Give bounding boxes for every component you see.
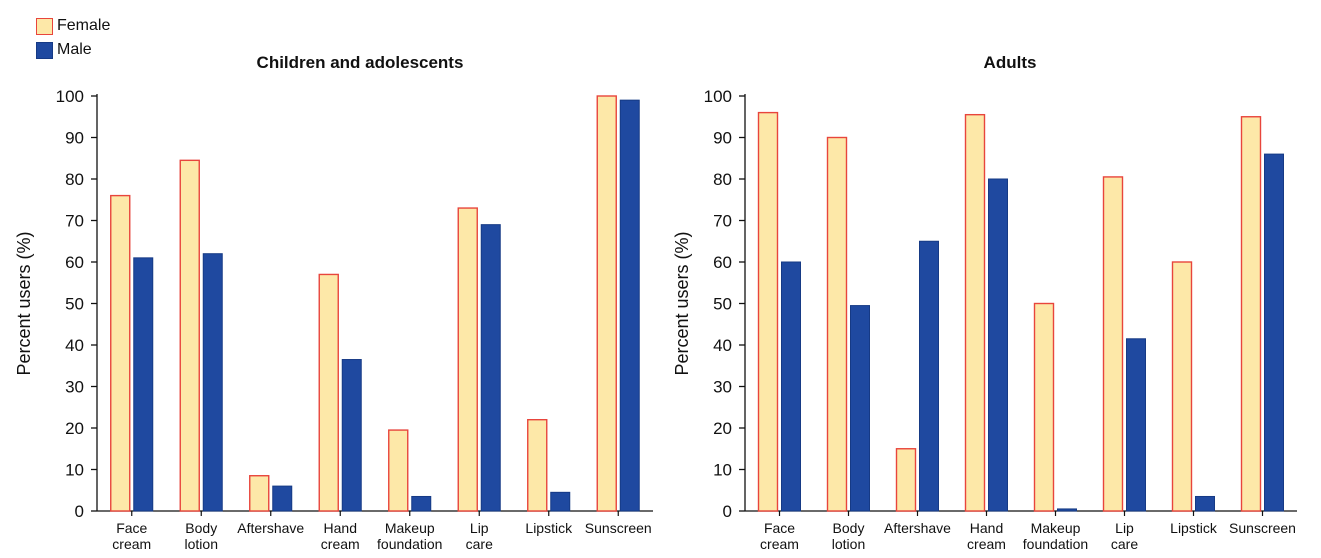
x-tick-label: Lipstick bbox=[525, 520, 573, 536]
x-tick-label: cream bbox=[760, 536, 799, 552]
x-tick-label: Body bbox=[833, 520, 865, 536]
y-tick-label: 100 bbox=[704, 87, 732, 106]
bar-male bbox=[272, 485, 293, 512]
bar-male bbox=[341, 359, 362, 512]
x-tick-label: Body bbox=[185, 520, 217, 536]
x-tick-label: lotion bbox=[832, 536, 865, 552]
bar-male bbox=[1057, 508, 1077, 512]
bar-male bbox=[619, 99, 640, 512]
x-tick-label: lotion bbox=[185, 536, 218, 552]
x-tick-label: care bbox=[466, 536, 493, 552]
bar-male bbox=[850, 305, 870, 512]
x-tick-label: Aftershave bbox=[884, 520, 951, 536]
x-tick-label: Hand bbox=[970, 520, 1003, 536]
chart-title: Children and adolescents bbox=[257, 53, 464, 72]
y-tick-label: 80 bbox=[713, 170, 732, 189]
y-tick-label: 30 bbox=[713, 378, 732, 397]
legend-label-female: Female bbox=[57, 17, 111, 34]
x-tick-label: Lip bbox=[470, 520, 489, 536]
legend-label-male: Male bbox=[57, 41, 92, 58]
y-tick-label: 50 bbox=[65, 295, 84, 314]
bar-female bbox=[964, 113, 986, 512]
male-swatch bbox=[36, 41, 53, 59]
y-tick-label: 10 bbox=[65, 461, 84, 480]
y-tick-label: 80 bbox=[65, 170, 84, 189]
y-tick-label: 60 bbox=[65, 253, 84, 272]
chart-children-adolescents: Children and adolescents Percent users (%… bbox=[14, 53, 653, 552]
x-tick-label: cream bbox=[967, 536, 1006, 552]
y-axis-label: Percent users (%) bbox=[14, 231, 34, 375]
y-tick-label: 40 bbox=[713, 336, 732, 355]
x-tick-label: Sunscreen bbox=[1229, 520, 1296, 536]
bar-female bbox=[249, 475, 270, 512]
bar-male bbox=[919, 240, 939, 512]
y-tick-label: 10 bbox=[713, 461, 732, 480]
bar-female bbox=[826, 136, 848, 512]
bar-female bbox=[318, 273, 339, 512]
y-tick-label: 100 bbox=[56, 87, 84, 106]
x-tick-label: Sunscreen bbox=[585, 520, 652, 536]
chart-adults: Adults Percent users (%) 0 10 20 30 40 50 60 70 80… bbox=[672, 53, 1297, 552]
y-axis-label: Percent users (%) bbox=[672, 231, 692, 375]
x-tick-label: Makeup bbox=[1031, 520, 1081, 536]
x-tick-label: Face bbox=[764, 520, 795, 536]
bar-male bbox=[411, 495, 432, 512]
bar-male bbox=[1126, 338, 1146, 512]
bar-female bbox=[388, 429, 409, 512]
y-tick-label: 70 bbox=[65, 212, 84, 231]
y-tick-label: 70 bbox=[713, 212, 732, 231]
x-tick-label: Lip bbox=[1115, 520, 1134, 536]
y-tick-label: 40 bbox=[65, 336, 84, 355]
bar-female bbox=[596, 95, 617, 512]
y-tick-label: 0 bbox=[723, 502, 732, 521]
y-tick-label: 0 bbox=[75, 502, 84, 521]
bar-male bbox=[202, 253, 223, 512]
bar-female bbox=[527, 419, 548, 512]
bar-female bbox=[110, 194, 131, 512]
y-tick-label: 20 bbox=[65, 419, 84, 438]
bar-male bbox=[781, 261, 801, 512]
bar-male bbox=[1264, 153, 1284, 512]
x-tick-label: cream bbox=[321, 536, 360, 552]
bar-female bbox=[1171, 261, 1193, 512]
x-tick-label: Face bbox=[116, 520, 147, 536]
y-tick-label: 90 bbox=[713, 129, 732, 148]
bar-female bbox=[1240, 116, 1262, 512]
bar-female bbox=[1102, 176, 1124, 512]
bar-female bbox=[757, 111, 779, 512]
x-tick-label: cream bbox=[112, 536, 151, 552]
chart-title: Adults bbox=[984, 53, 1037, 72]
y-tick-label: 30 bbox=[65, 378, 84, 397]
x-tick-label: foundation bbox=[1023, 536, 1088, 552]
x-tick-label: Makeup bbox=[385, 520, 435, 536]
bar-female bbox=[895, 448, 917, 512]
bar-male bbox=[988, 178, 1008, 512]
bar-female bbox=[179, 159, 200, 512]
legend: Female Male bbox=[36, 14, 110, 62]
bar-male bbox=[480, 224, 501, 512]
bar-female bbox=[457, 207, 478, 512]
y-tick-label: 50 bbox=[713, 295, 732, 314]
x-tick-label: Aftershave bbox=[237, 520, 304, 536]
female-swatch bbox=[36, 17, 53, 35]
legend-item-male: Male bbox=[36, 38, 110, 62]
y-tick-label: 90 bbox=[65, 129, 84, 148]
y-tick-label: 60 bbox=[713, 253, 732, 272]
bar-male bbox=[550, 491, 571, 512]
x-tick-label: care bbox=[1111, 536, 1138, 552]
bar-male bbox=[133, 257, 154, 512]
x-tick-label: Hand bbox=[324, 520, 357, 536]
x-tick-label: Lipstick bbox=[1170, 520, 1218, 536]
y-tick-label: 20 bbox=[713, 419, 732, 438]
legend-item-female: Female bbox=[36, 14, 110, 38]
bar-male bbox=[1195, 495, 1215, 512]
bar-female bbox=[1033, 302, 1055, 512]
x-tick-label: foundation bbox=[377, 536, 442, 552]
